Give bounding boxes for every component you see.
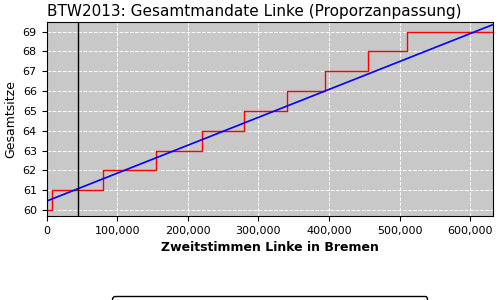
Sitze real xyxy=(490,30,496,33)
Sitze real xyxy=(322,70,328,73)
Legend: Sitze real, Sitze ideal, Wahlergebnis: Sitze real, Sitze ideal, Wahlergebnis xyxy=(112,296,427,300)
Sitze real xyxy=(284,109,290,113)
Sitze real xyxy=(262,109,268,113)
Sitze real xyxy=(379,50,385,53)
Sitze real xyxy=(442,30,448,33)
X-axis label: Zweitstimmen Linke in Bremen: Zweitstimmen Linke in Bremen xyxy=(160,241,378,254)
Sitze real xyxy=(136,169,141,172)
Sitze real xyxy=(181,149,187,152)
Sitze real xyxy=(153,149,159,152)
Sitze real xyxy=(453,30,459,33)
Sitze real xyxy=(322,89,328,93)
Sitze real xyxy=(404,30,409,33)
Sitze real xyxy=(404,50,409,53)
Sitze real xyxy=(44,208,50,212)
Sitze real xyxy=(490,30,496,33)
Sitze real xyxy=(305,89,311,93)
Sitze real xyxy=(181,149,187,152)
Sitze real xyxy=(414,30,420,33)
Sitze real xyxy=(199,129,205,133)
Sitze real xyxy=(262,109,268,113)
Sitze real xyxy=(340,70,346,73)
Sitze real xyxy=(82,188,88,192)
Sitze real xyxy=(474,30,480,33)
Sitze real xyxy=(365,50,371,53)
Sitze real xyxy=(365,70,371,73)
Y-axis label: Gesamtsitze: Gesamtsitze xyxy=(4,80,17,158)
Sitze real xyxy=(49,188,55,192)
Sitze real xyxy=(100,169,106,172)
Sitze real xyxy=(379,50,385,53)
Text: BTW2013: Gesamtmandate Linke (Proporzanpassung): BTW2013: Gesamtmandate Linke (Proporzanp… xyxy=(46,4,461,19)
Sitze real xyxy=(340,70,346,73)
Sitze real xyxy=(153,169,159,172)
Sitze real xyxy=(241,109,247,113)
Line: Sitze real: Sitze real xyxy=(46,32,492,210)
Sitze real xyxy=(100,188,106,192)
Sitze real xyxy=(414,30,420,33)
Sitze real xyxy=(453,30,459,33)
Sitze real xyxy=(199,149,205,152)
Sitze real xyxy=(136,169,141,172)
Sitze real xyxy=(284,89,290,93)
Sitze real xyxy=(224,129,230,133)
Sitze real xyxy=(474,30,480,33)
Sitze real xyxy=(224,129,230,133)
Sitze real xyxy=(82,188,88,192)
Sitze real xyxy=(49,208,55,212)
Sitze real xyxy=(241,129,247,133)
Sitze real xyxy=(305,89,311,93)
Sitze real xyxy=(442,30,448,33)
